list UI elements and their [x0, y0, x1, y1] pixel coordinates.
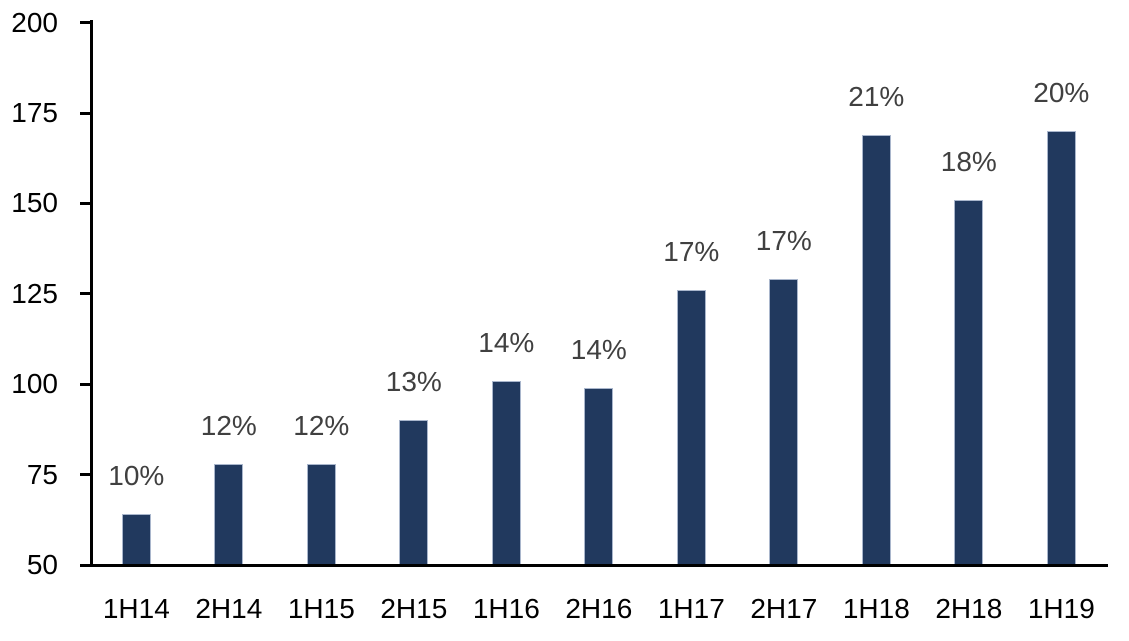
bar-value-label: 14%: [478, 326, 535, 358]
bar-2h15: [399, 420, 429, 565]
y-axis-tick-label: 150: [11, 187, 58, 219]
x-axis-label-1h17: 1H17: [657, 593, 725, 624]
y-axis-tick: [80, 21, 90, 24]
y-axis-tick-label: 175: [11, 97, 58, 128]
y-axis-tick-label: 100: [11, 368, 58, 400]
x-axis-label-2h17: 2H17: [750, 593, 818, 624]
bar-2h16: [584, 387, 614, 565]
y-axis-tick-label: 200: [11, 6, 58, 38]
bar-2h14: [214, 463, 244, 565]
bar-1h19: [1046, 131, 1076, 565]
bar-value-label: 12%: [293, 409, 350, 441]
bar-2h18: [954, 199, 984, 565]
y-axis-tick: [80, 112, 90, 115]
x-axis-label-2h14: 2H14: [195, 593, 263, 624]
bar-value-label: 17%: [755, 225, 812, 257]
bar-1h18: [861, 134, 891, 565]
x-axis-label-1h16: 1H16: [472, 593, 540, 624]
y-axis-tick: [80, 292, 90, 295]
y-axis-tick: [80, 383, 90, 386]
y-axis-tick-label: 50: [26, 549, 58, 580]
bar-1h16: [491, 380, 521, 565]
y-axis-tick: [80, 202, 90, 205]
bar-value-label: 20%: [1033, 77, 1090, 109]
x-axis-label-2h18: 2H18: [935, 593, 1003, 624]
bar-value-label: 13%: [385, 366, 442, 398]
bar-value-label: 17%: [663, 236, 720, 268]
bar-1h15: [306, 463, 336, 565]
x-axis-label-2h16: 2H16: [565, 593, 633, 624]
x-axis-label-1h19: 1H19: [1027, 593, 1095, 624]
x-axis-label-1h18: 1H18: [842, 593, 910, 624]
x-axis-label-1h15: 1H15: [287, 593, 355, 624]
y-axis-line: [90, 20, 93, 567]
y-axis-tick-label: 75: [26, 458, 58, 490]
bar-2h17: [769, 279, 799, 565]
x-axis-label-1h14: 1H14: [102, 593, 170, 624]
bar-1h14: [121, 514, 151, 565]
bar-1h17: [676, 290, 706, 565]
x-axis-line: [80, 563, 1108, 567]
bar-value-label: 21%: [848, 80, 905, 112]
y-axis-tick-label: 125: [11, 277, 58, 309]
bar-value-label: 12%: [200, 409, 257, 441]
x-axis-label-2h15: 2H15: [380, 593, 448, 624]
bar-value-label: 18%: [940, 145, 997, 177]
bar-value-label: 14%: [570, 333, 627, 365]
y-axis-tick: [80, 473, 90, 476]
bar-value-label: 10%: [108, 460, 165, 492]
